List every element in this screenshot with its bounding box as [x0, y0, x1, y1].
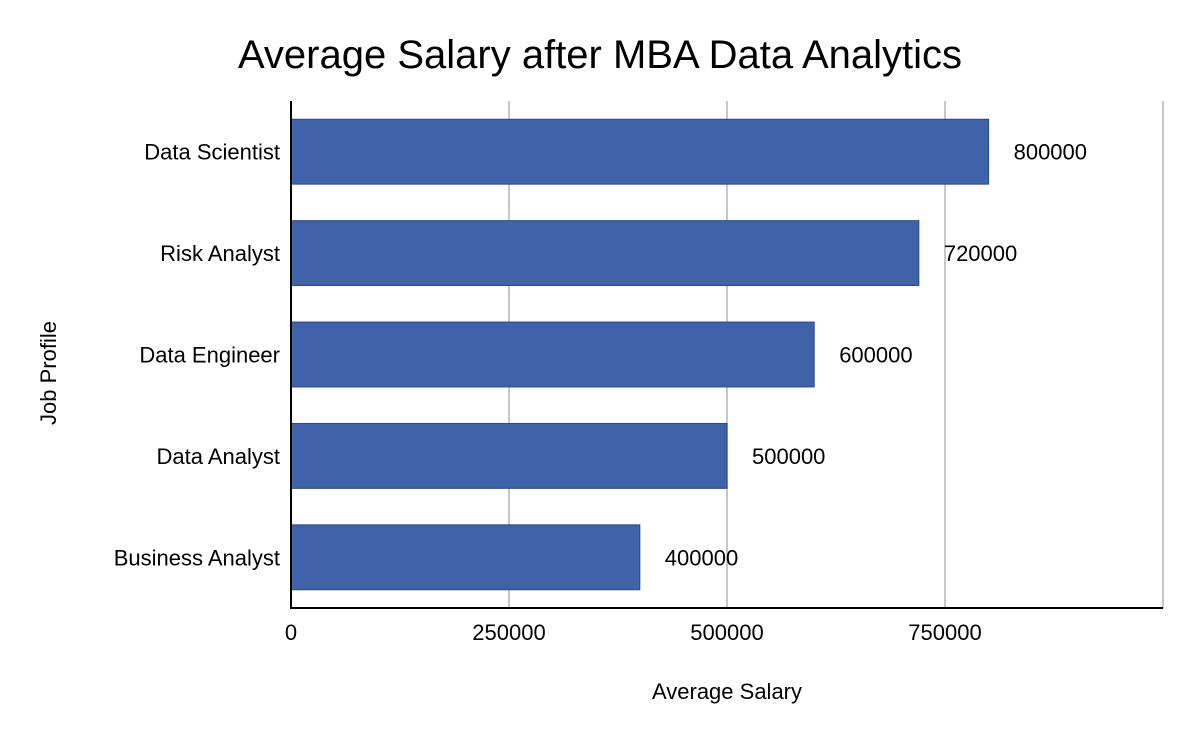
- y-tick-label-4: Business Analyst: [114, 545, 280, 570]
- y-tick-label-1: Risk Analyst: [160, 241, 280, 266]
- data-label-2: 600000: [839, 343, 912, 368]
- x-tick-label-2: 500000: [690, 620, 763, 645]
- data-label-0: 800000: [1014, 140, 1087, 165]
- bars: [290, 118, 990, 591]
- bar-2: [290, 321, 815, 388]
- data-label-1: 720000: [944, 241, 1017, 266]
- bar-4: [290, 524, 641, 591]
- bar-0: [290, 118, 990, 185]
- data-label-3: 500000: [752, 444, 825, 469]
- y-tick-label-2: Data Engineer: [139, 343, 280, 368]
- y-tick-label-3: Data Analyst: [156, 444, 280, 469]
- x-tick-label-1: 250000: [472, 620, 545, 645]
- x-tick-label-3: 750000: [908, 620, 981, 645]
- data-label-4: 400000: [665, 545, 738, 570]
- y-tick-label-0: Data Scientist: [144, 140, 280, 165]
- bar-1: [290, 220, 920, 287]
- y-axis-title: Job Profile: [36, 321, 61, 425]
- y-tick-labels: Data Scientist Risk Analyst Data Engineer D…: [114, 140, 280, 571]
- x-tick-labels: 0 250000 500000 750000: [285, 620, 982, 645]
- axes: [290, 101, 1163, 609]
- data-labels: 800000 720000 600000 500000 400000: [665, 140, 1087, 571]
- x-tick-label-0: 0: [285, 620, 297, 645]
- chart-title: Average Salary after MBA Data Analytics: [238, 33, 962, 77]
- x-axis-title: Average Salary: [652, 679, 802, 704]
- bar-3: [290, 422, 728, 489]
